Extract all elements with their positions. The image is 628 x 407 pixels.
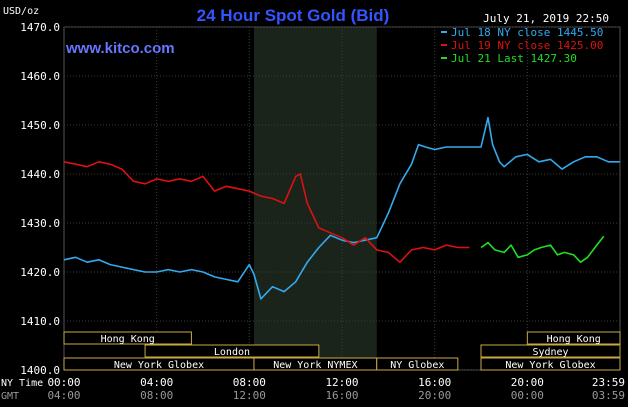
x-tick-label-gmt: 03:59 [592,389,625,402]
series-line-jul-18 [63,116,620,300]
session-box [526,331,621,345]
x-tick-label-ny: 08:00 [233,376,266,389]
x-tick-label-ny: 23:59 [592,376,625,389]
x-tick-label-gmt: 04:00 [47,389,80,402]
y-tick-label: 1420.0 [20,266,60,279]
y-tick-label: 1410.0 [20,315,60,328]
series-line-jul-19 [63,161,470,263]
session-box [480,357,621,371]
y-tick-label: 1470.0 [20,21,60,34]
x-tick-label-ny: 04:00 [140,376,173,389]
x-tick-label-gmt: 20:00 [418,389,451,402]
legend-entry: Jul 19 NY close 1425.00 [451,39,603,52]
website-label: www.kitco.com [65,40,175,57]
x-tick-label-gmt: 08:00 [140,389,173,402]
session-label: NY Globex [390,360,444,371]
legend-entry: Jul 18 NY close 1445.50 [451,26,603,39]
timestamp-label: July 21, 2019 22:50 [483,12,609,25]
session-box [144,344,320,358]
session-box [376,357,459,371]
chart-title: 24 Hour Spot Gold (Bid) [197,6,390,25]
session-label: Hong Kong [101,334,155,345]
y-tick-label: 1400.0 [20,364,60,377]
legend-entry: Jul 21 Last 1427.30 [451,52,577,65]
y-tick-label: 1440.0 [20,168,60,181]
y-tick-label: 1450.0 [20,119,60,132]
session-box [63,331,192,345]
x-tick-label-ny: 12:00 [325,376,358,389]
session-label: Hong Kong [547,334,601,345]
session-label: New York NYMEX [273,360,357,371]
x-axis-label-gmt: GMT [1,391,19,402]
x-tick-label-gmt: 16:00 [325,389,358,402]
x-tick-label-gmt: 12:00 [233,389,266,402]
x-tick-label-gmt: 00:00 [511,389,544,402]
x-tick-label-ny: 20:00 [511,376,544,389]
session-label: London [214,347,250,358]
y-tick-label: 1430.0 [20,217,60,230]
y-tick-label: 1460.0 [20,70,60,83]
x-tick-label-ny: 16:00 [418,376,451,389]
session-box [480,344,621,358]
x-tick-label-ny: 00:00 [47,376,80,389]
session-label: New York Globex [505,360,595,371]
session-label: Sydney [532,347,568,358]
series-line-jul-21 [480,235,605,263]
y-axis-unit: USD/oz [3,6,39,17]
x-axis-label-ny: NY Time [1,378,43,389]
session-label: New York Globex [114,360,204,371]
